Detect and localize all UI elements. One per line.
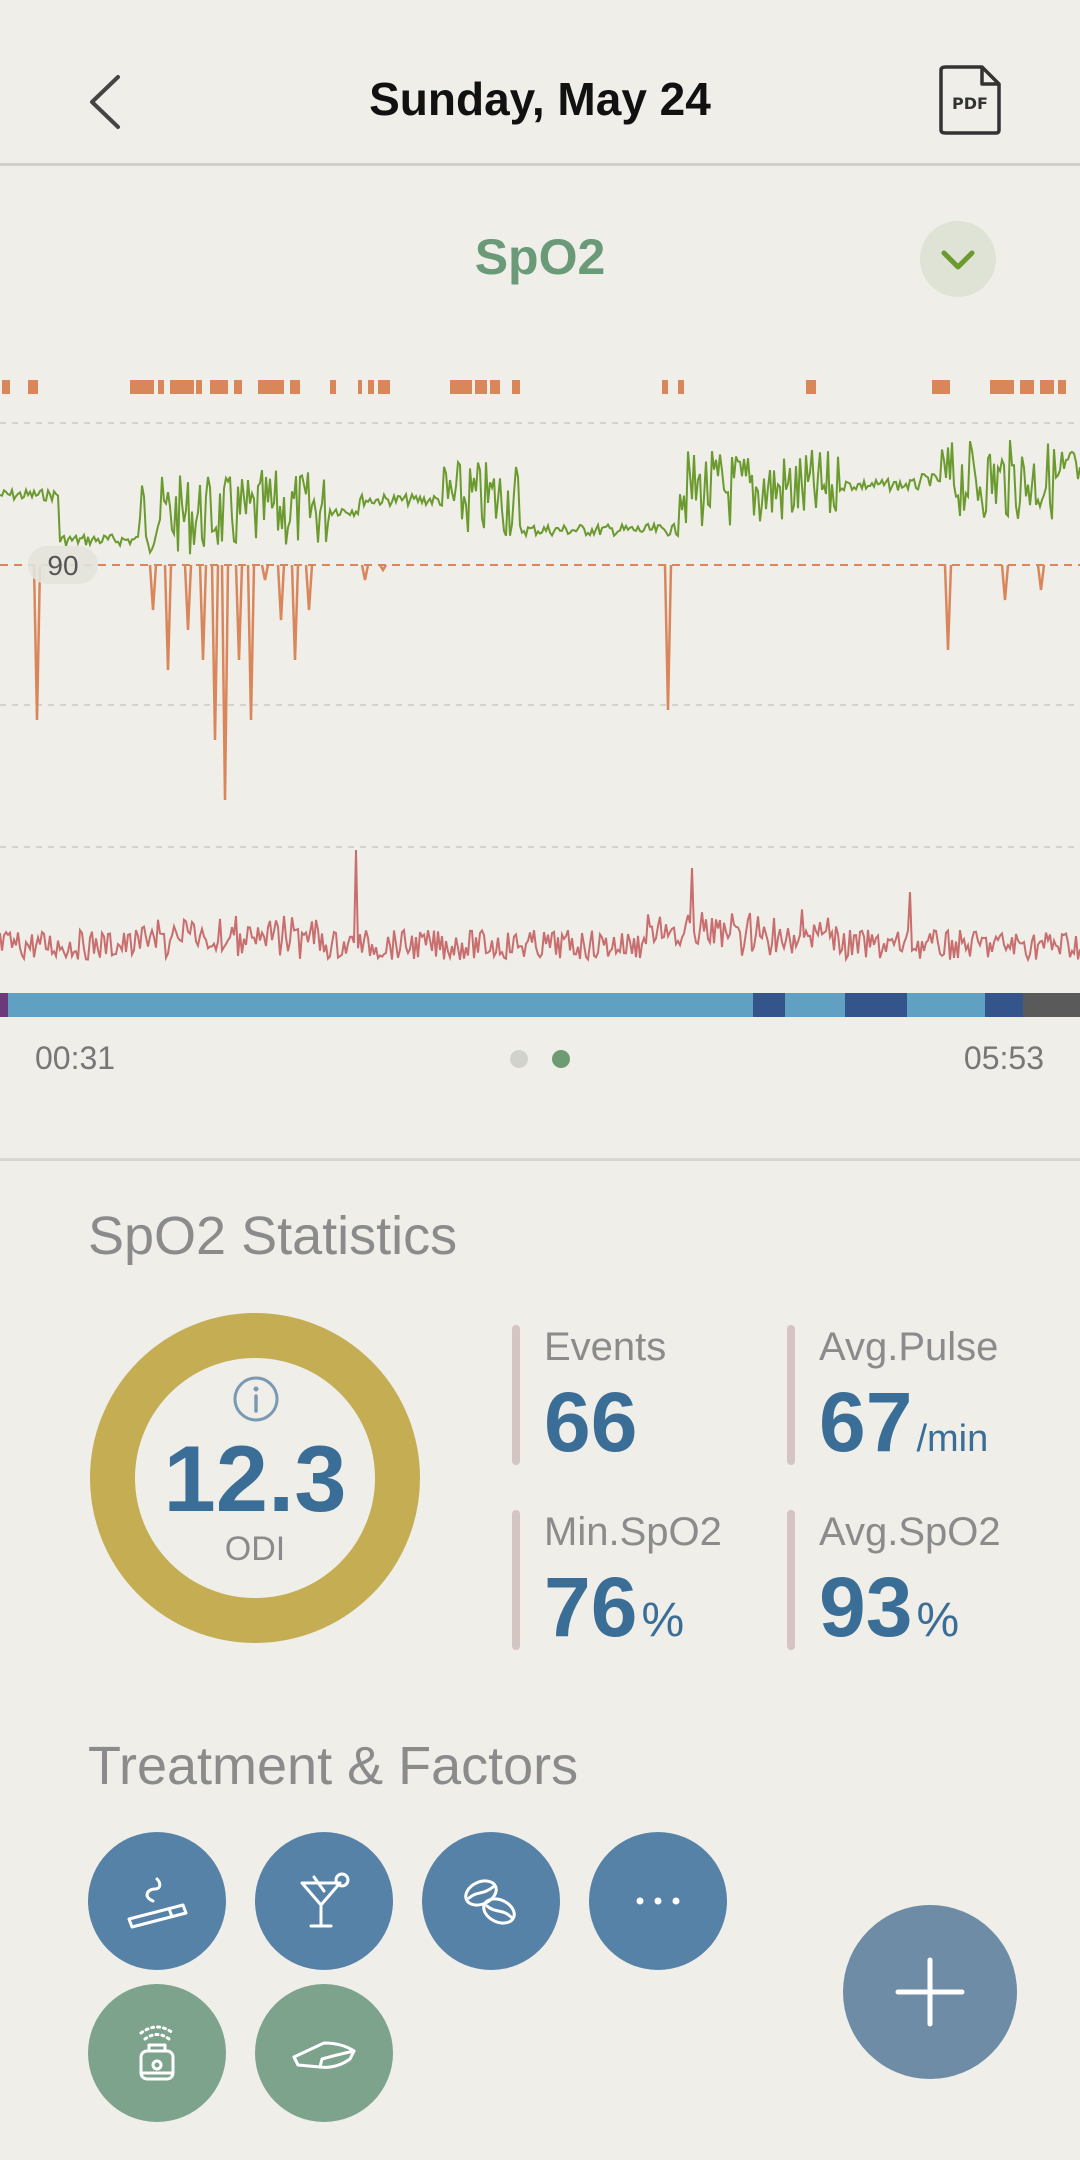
stat-value: 67/min (819, 1375, 989, 1469)
back-button[interactable] (78, 62, 138, 142)
desaturation-event-markers (2, 380, 1066, 394)
event-marker (146, 380, 154, 394)
event-marker (490, 380, 500, 394)
header: Sunday, May 24 PDF (0, 0, 1080, 166)
event-marker (234, 380, 242, 394)
pulse-series-line (0, 849, 1080, 963)
page-dot[interactable] (510, 1050, 528, 1068)
threshold-label: 90 (47, 550, 78, 581)
page-title: Sunday, May 24 (369, 73, 711, 125)
event-marker (196, 380, 202, 394)
event-marker (368, 380, 374, 394)
event-marker (662, 380, 668, 394)
desaturation-spikes (32, 564, 1046, 801)
sleep-stage-segment (845, 993, 907, 1017)
coffee-bean-icon (464, 1879, 516, 1925)
stat-avg-spo2: Avg.SpO2 93% (787, 1510, 1047, 1660)
event-marker (678, 380, 684, 394)
chart-end-time: 05:53 (963, 1040, 1044, 1076)
sleep-stage-segment (8, 993, 753, 1017)
page-dot-active[interactable] (552, 1050, 570, 1068)
event-marker (1040, 380, 1054, 394)
chart-title: SpO2 (474, 229, 606, 285)
stat-divider (787, 1510, 795, 1650)
divider (0, 1158, 1080, 1161)
sleep-stage-bar (0, 993, 1080, 1017)
plus-icon (895, 1957, 965, 2027)
event-marker (1058, 380, 1066, 394)
event-marker (475, 380, 487, 394)
event-marker (330, 380, 336, 394)
add-button[interactable] (843, 1905, 1017, 2079)
event-marker (990, 380, 1014, 394)
stat-divider (512, 1510, 520, 1650)
odi-value: 12.3 (163, 1426, 347, 1531)
chevron-left-icon (90, 75, 120, 129)
event-marker (28, 380, 38, 394)
factor-pillow-button[interactable] (255, 1984, 393, 2122)
event-marker (384, 380, 390, 394)
stats-title: SpO2 Statistics (88, 1206, 458, 1266)
stat-events: Events 66 (512, 1325, 772, 1475)
factor-caffeine-button[interactable] (422, 1832, 560, 1970)
event-marker (210, 380, 228, 394)
stat-min-spo2: Min.SpO2 76% (512, 1510, 772, 1660)
sleep-stage-segment (1023, 993, 1080, 1017)
event-marker (290, 380, 300, 394)
event-marker (258, 380, 278, 394)
sleep-stage-segment (907, 993, 985, 1017)
sleep-stage-segment (753, 993, 785, 1017)
stat-value: 76% (544, 1560, 685, 1654)
cpap-icon (139, 2025, 175, 2081)
more-icon (636, 1897, 680, 1905)
chart-selector-dropdown[interactable] (920, 221, 996, 297)
stat-unit: % (916, 1594, 960, 1647)
factors-title: Treatment & Factors (88, 1736, 579, 1796)
pdf-file-icon (939, 65, 1001, 135)
spo2-series-line (0, 440, 1080, 556)
event-marker (1020, 380, 1034, 394)
stat-label: Min.SpO2 (544, 1510, 722, 1554)
event-marker (158, 380, 164, 394)
factor-alcohol-button[interactable] (255, 1832, 393, 1970)
stat-divider (512, 1325, 520, 1465)
chevron-down-icon (941, 250, 975, 270)
event-marker (170, 380, 194, 394)
stat-divider (787, 1325, 795, 1465)
sleep-stage-segment (785, 993, 845, 1017)
stat-avg-pulse: Avg.Pulse 67/min (787, 1325, 1047, 1475)
pillow-icon (292, 2041, 356, 2069)
event-marker (358, 380, 362, 394)
event-marker (278, 380, 284, 394)
cocktail-icon (300, 1872, 350, 1928)
stat-label: Avg.Pulse (819, 1325, 999, 1369)
sleep-stage-segment (0, 993, 8, 1017)
spo2-chart[interactable]: 90 (0, 360, 1080, 1020)
event-marker (2, 380, 10, 394)
event-marker (512, 380, 520, 394)
threshold-label-bg (28, 546, 98, 584)
event-marker (378, 380, 386, 394)
cigarette-icon (127, 1877, 188, 1929)
odi-label: ODI (224, 1530, 286, 1568)
pdf-label: PDF (952, 94, 988, 113)
stat-unit: /min (916, 1418, 989, 1460)
chart-start-time: 00:31 (35, 1040, 116, 1076)
info-icon[interactable] (232, 1375, 280, 1423)
factor-smoking-button[interactable] (88, 1832, 226, 1970)
sleep-stage-segment (985, 993, 1023, 1017)
factor-more-button[interactable] (589, 1832, 727, 1970)
stat-unit: % (641, 1594, 685, 1647)
stat-value: 93% (819, 1560, 960, 1654)
factor-cpap-button[interactable] (88, 1984, 226, 2122)
pdf-export-button[interactable]: PDF (938, 64, 1002, 136)
event-marker (806, 380, 816, 394)
event-marker (932, 380, 950, 394)
stat-label: Events (544, 1325, 667, 1369)
stat-value: 66 (544, 1375, 638, 1469)
stat-label: Avg.SpO2 (819, 1510, 1001, 1554)
event-marker (450, 380, 472, 394)
